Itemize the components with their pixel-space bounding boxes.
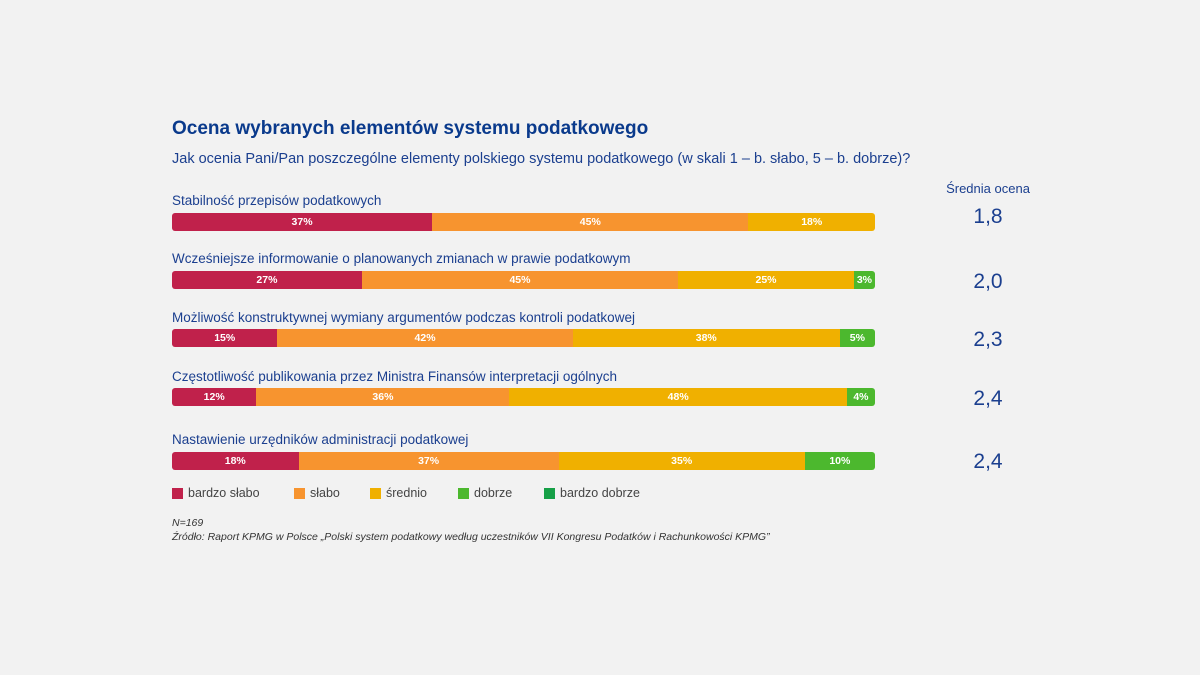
legend-item: bardzo słabo (172, 486, 294, 500)
bar-segment: 15% (172, 329, 278, 347)
legend-label: dobrze (474, 486, 513, 500)
legend-label: słabo (310, 486, 340, 500)
legend-label: bardzo dobrze (560, 486, 640, 500)
stacked-bar: 15% 42% 38% 5% (172, 329, 875, 347)
chart-title: Ocena wybranych elementów systemu podatk… (172, 118, 649, 139)
bar-segment: 42% (277, 329, 573, 347)
bar-segment: 45% (361, 271, 679, 289)
stacked-bar: 12% 36% 48% 4% (172, 388, 875, 406)
average-score: 1,8 (973, 205, 1003, 228)
average-score: 2,4 (973, 450, 1003, 473)
stacked-bar: 18% 37% 35% 10% (172, 452, 875, 470)
row-label: Wcześniejsze informowanie o planowanych … (172, 251, 631, 266)
bar-segment: 3% (853, 271, 875, 289)
legend-swatch (458, 487, 469, 499)
source-note: Źródło: Raport KPMG w Polsce „Polski sys… (172, 531, 770, 543)
legend: bardzo słabo słabo średnio dobrze bardzo dob… (172, 486, 640, 500)
legend-item: słabo (294, 486, 370, 500)
bar-segment: 10% (804, 452, 875, 470)
bar-segment: 25% (678, 271, 854, 289)
bar-segment: 12% (172, 388, 257, 406)
bar-segment: 35% (558, 452, 805, 470)
legend-swatch (294, 487, 305, 499)
average-score: 2,4 (973, 387, 1003, 410)
stacked-bar: 27% 45% 25% 3% (172, 271, 875, 289)
bar-segment: 45% (432, 213, 749, 231)
legend-item: średnio (370, 486, 458, 500)
legend-label: bardzo słabo (188, 486, 260, 500)
bar-segment: 27% (172, 271, 362, 289)
chart-subtitle: Jak ocenia Pani/Pan poszczególne element… (172, 151, 911, 167)
legend-swatch (172, 487, 183, 499)
bar-segment: 38% (572, 329, 840, 347)
sample-size-note: N=169 (172, 517, 204, 529)
bar-segment: 18% (748, 213, 875, 231)
row-label: Częstotliwość publikowania przez Ministr… (172, 369, 617, 384)
bar-segment: 5% (839, 329, 875, 347)
legend-label: średnio (386, 486, 427, 500)
bar-segment: 18% (172, 452, 299, 470)
average-header: Średnia ocena (946, 181, 1030, 196)
legend-item: bardzo dobrze (544, 486, 640, 500)
stacked-bar: 37% 45% 18% (172, 213, 875, 231)
legend-item: dobrze (458, 486, 544, 500)
bar-segment: 36% (256, 388, 510, 406)
legend-swatch (370, 487, 381, 499)
average-score: 2,0 (973, 270, 1003, 293)
row-label: Możliwość konstruktywnej wymiany argumen… (172, 310, 635, 325)
average-score: 2,3 (973, 328, 1003, 351)
row-label: Stabilność przepisów podatkowych (172, 193, 382, 208)
bar-segment: 48% (509, 388, 847, 406)
bar-segment: 37% (172, 213, 433, 231)
legend-swatch (544, 487, 555, 499)
bar-segment: 37% (298, 452, 559, 470)
row-label: Nastawienie urzędników administracji pod… (172, 432, 469, 447)
bar-segment: 4% (846, 388, 875, 406)
